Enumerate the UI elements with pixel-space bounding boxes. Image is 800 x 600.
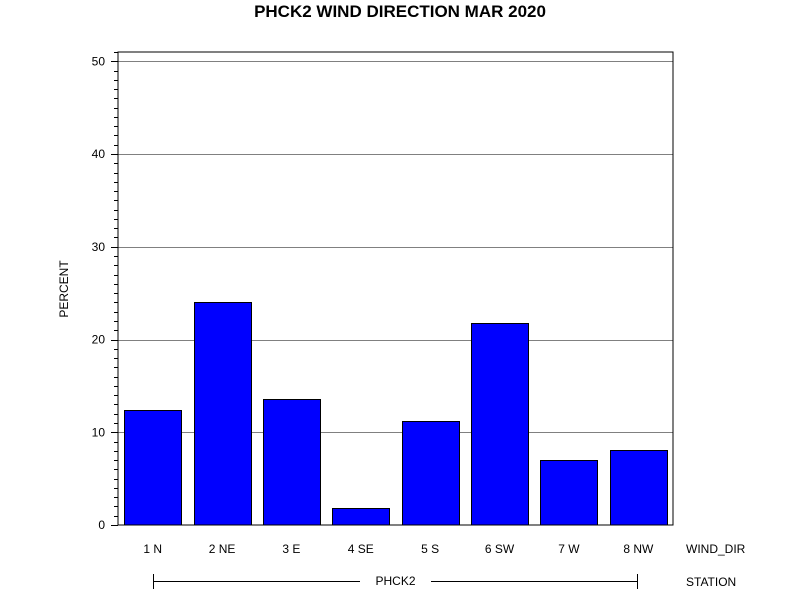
x-tick-label: 6 SW	[485, 542, 515, 556]
plot-frame	[117, 51, 674, 526]
bar	[540, 460, 598, 526]
bar	[471, 323, 529, 526]
y-axis: 0 10 20 30 40 50	[92, 52, 118, 532]
y-axis-label: PERCENT	[57, 260, 71, 318]
bar	[124, 410, 182, 526]
x-tick-label: 5 S	[421, 542, 439, 556]
bar	[402, 421, 460, 526]
y-tick-label: 30	[92, 240, 106, 254]
bars	[124, 302, 668, 526]
y-tick-label: 50	[92, 54, 106, 68]
station-axis-label: STATION	[686, 575, 736, 589]
y-tick-label: 40	[92, 147, 106, 161]
bar	[263, 399, 321, 526]
x-tick-label: 2 NE	[209, 542, 236, 556]
x-axis-label: WIND_DIR	[686, 542, 746, 556]
x-tick-label: 4 SE	[348, 542, 374, 556]
bar	[332, 508, 390, 526]
station-group-axis: PHCK2 STATION	[153, 574, 736, 589]
station-group-label: PHCK2	[375, 574, 415, 588]
chart-title: PHCK2 WIND DIRECTION MAR 2020	[254, 2, 546, 21]
bar	[194, 302, 252, 526]
x-axis: 1 N 2 NE 3 E 4 SE 5 S 6 SW 7 W 8 NW	[143, 542, 654, 556]
y-tick-label: 20	[92, 333, 106, 347]
bar	[610, 450, 668, 526]
x-tick-label: 1 N	[143, 542, 162, 556]
y-tick-label: 0	[98, 518, 105, 532]
x-tick-label: 8 NW	[623, 542, 654, 556]
y-tick-label: 10	[92, 425, 106, 439]
x-tick-label: 3 E	[282, 542, 300, 556]
x-tick-label: 7 W	[558, 542, 580, 556]
